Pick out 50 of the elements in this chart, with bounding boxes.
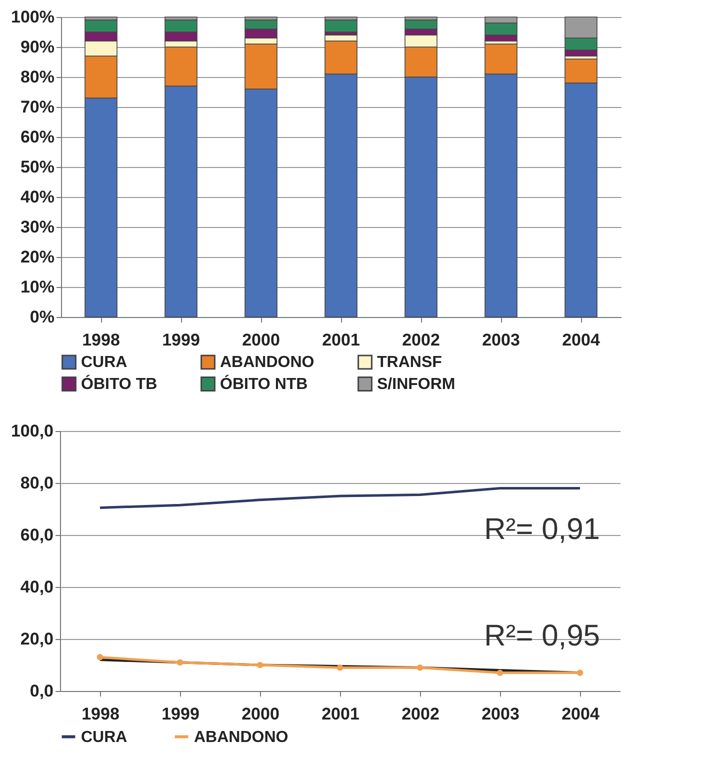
bar xyxy=(324,20,358,32)
point xyxy=(576,670,584,676)
y-tick-label: 90% xyxy=(20,38,54,56)
y-tick-label: 100,0 xyxy=(10,422,54,440)
legend-label: CURA xyxy=(81,354,128,372)
y-tick-label: 20,0 xyxy=(20,630,54,648)
y-tick-label: 100% xyxy=(11,8,54,26)
y-tick-label: 0,0 xyxy=(30,682,54,700)
x-tick-label: 2000 xyxy=(242,330,280,350)
y-tick-label: 30% xyxy=(20,218,54,236)
y-tick-label: 60,0 xyxy=(20,526,54,544)
point xyxy=(416,664,424,671)
y-tick-label: 40,0 xyxy=(20,578,54,596)
legend-label: ABANDONO xyxy=(220,354,314,372)
x-tick-label: 2002 xyxy=(402,704,440,724)
legend-label: ABANDONO xyxy=(194,728,288,746)
x-tick-label: 2003 xyxy=(482,704,520,724)
y-tick-label: 40% xyxy=(20,188,54,206)
y-tick-label: 10% xyxy=(20,278,54,296)
x-tick-label: 1998 xyxy=(82,330,120,350)
legend-label: TRANSF xyxy=(377,354,442,372)
x-tick-label: 1999 xyxy=(162,704,200,724)
annotation: R²= 0,91 xyxy=(484,512,600,546)
legend-label: ÓBITO NTB xyxy=(220,374,308,393)
legend-label: ÓBITO TB xyxy=(81,374,158,393)
point xyxy=(496,670,504,676)
x-tick-label: 1999 xyxy=(162,330,200,350)
x-tick-label: 2004 xyxy=(562,330,600,350)
line-series xyxy=(98,486,582,509)
point xyxy=(96,654,104,660)
y-tick-label: 80% xyxy=(20,68,54,86)
x-tick-label: 2004 xyxy=(562,704,600,724)
legend-label: S/INFORM xyxy=(377,376,456,393)
point xyxy=(256,662,264,668)
point xyxy=(176,659,184,666)
annotation: R²= 0,95 xyxy=(484,619,600,652)
y-tick-label: 0% xyxy=(30,308,54,326)
y-tick-label: 60% xyxy=(20,128,54,146)
x-tick-label: 1998 xyxy=(82,704,120,724)
x-tick-label: 2001 xyxy=(322,704,360,724)
x-tick-label: 2003 xyxy=(482,330,520,350)
x-tick-label: 2002 xyxy=(402,330,440,350)
y-tick-label: 20% xyxy=(20,248,54,266)
y-tick-label: 70% xyxy=(20,98,54,116)
x-tick-label: 2000 xyxy=(242,704,280,724)
y-tick-label: 80,0 xyxy=(20,474,54,492)
y-tick-label: 50% xyxy=(20,158,54,176)
x-tick-label: 2001 xyxy=(322,330,360,350)
point xyxy=(336,664,344,671)
legend-label: CURA xyxy=(81,728,128,746)
